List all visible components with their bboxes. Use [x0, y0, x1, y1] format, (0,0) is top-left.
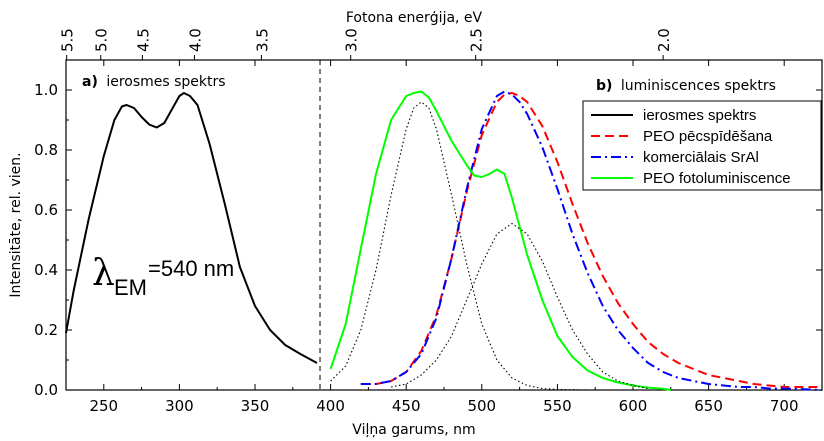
- annotation-b-bold: b): [596, 78, 612, 94]
- legend-label-0: ierosmes spektrs: [643, 107, 756, 124]
- top-tick-label: 3.0: [343, 28, 361, 52]
- x-axis-title: Viļņa garums, nm: [352, 422, 475, 438]
- series-line-2: [360, 90, 823, 391]
- x-tick-label: 450: [392, 397, 421, 415]
- x-tick-label: 650: [694, 397, 723, 415]
- legend-label-3: PEO fotoluminiscence: [643, 170, 791, 187]
- labels-layer: Fotona enerģija, eV Viļņa garums, nm Int…: [8, 10, 776, 438]
- y-tick-label: 1.0: [34, 81, 58, 99]
- series-layer: [65, 90, 823, 391]
- legend: ierosmes spektrs PEO pēcspīdēšana komerciā…: [582, 100, 822, 191]
- annotation-b: b) luminiscences spektrs: [596, 78, 776, 94]
- y-tick-label: 0.4: [34, 261, 58, 279]
- y-tick-label: 0.0: [34, 381, 58, 399]
- y-tick-label: 0.6: [34, 201, 58, 219]
- x-tick-label: 700: [770, 397, 799, 415]
- y-axis-title: Intensitāte, rel. vien.: [8, 152, 24, 297]
- axes: 250 300 350 400 450 500 550 600 650 700 0.0 0.2 0.4 0…: [34, 28, 823, 415]
- lambda-symbol: λ: [92, 253, 115, 294]
- x-tick-label: 600: [619, 397, 648, 415]
- x-tick-label: 350: [241, 397, 270, 415]
- x-tick-label: 500: [467, 397, 496, 415]
- annotation-b-text: luminiscences spektrs: [621, 78, 776, 94]
- series-line-3: [329, 90, 671, 391]
- top-tick-label: 2.0: [655, 28, 673, 52]
- lambda-subscript: EM: [114, 275, 147, 300]
- x-tick-label: 550: [543, 397, 572, 415]
- legend-label-1: PEO pēcspīdēšana: [643, 128, 773, 145]
- top-tick-label: 5.0: [93, 28, 111, 52]
- series-line-0: [65, 92, 318, 364]
- legend-label-2: komerciālais SrAl: [643, 149, 759, 166]
- y-tick-label: 0.2: [34, 321, 58, 339]
- x-tick-label: 250: [89, 397, 118, 415]
- top-axis-title: Fotona enerģija, eV: [346, 10, 483, 26]
- top-tick-label: 3.5: [253, 28, 271, 52]
- top-tick-label: 2.5: [468, 28, 486, 52]
- top-tick-label: 4.0: [186, 28, 204, 52]
- annotation-a-bold: a): [82, 74, 98, 90]
- annotation-a-text: ierosmes spektrs: [106, 74, 225, 90]
- lambda-value: =540 nm: [148, 256, 234, 281]
- series-line-5: [390, 222, 649, 390]
- top-tick-label: 5.5: [59, 28, 77, 52]
- top-tick-label: 4.5: [134, 28, 152, 52]
- y-tick-label: 0.8: [34, 141, 58, 159]
- annotation-a: a) ierosmes spektrs: [82, 74, 226, 90]
- series-line-4: [330, 101, 588, 391]
- x-tick-label: 400: [316, 397, 345, 415]
- x-tick-label: 300: [165, 397, 194, 415]
